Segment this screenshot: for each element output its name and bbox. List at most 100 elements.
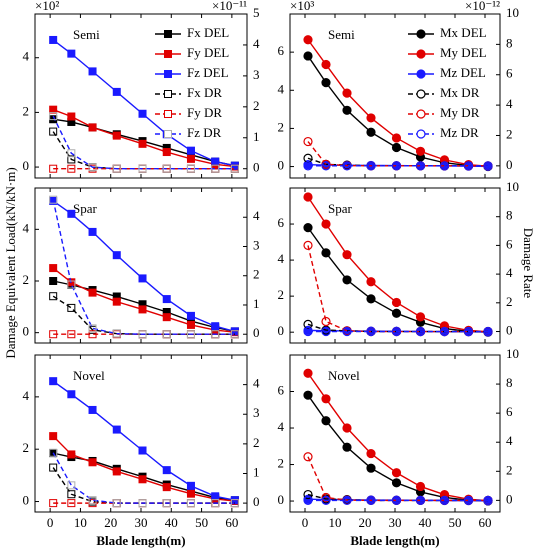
data-point [211, 492, 220, 501]
data-point [138, 164, 147, 173]
data-point [112, 131, 121, 140]
legend-marker [164, 50, 172, 58]
y-tick-label: 6 [278, 43, 285, 58]
data-point [342, 495, 352, 505]
data-point [230, 164, 239, 173]
data-point [138, 446, 147, 455]
data-point [49, 432, 58, 441]
legend-marker [416, 109, 426, 119]
data-point [391, 495, 402, 505]
data-point [49, 377, 58, 386]
panel-title: Spar [73, 201, 98, 216]
data-point [67, 280, 76, 289]
data-point [211, 499, 220, 508]
data-point [366, 113, 376, 123]
data-point [415, 326, 426, 337]
data-point [67, 450, 76, 459]
data-point [342, 275, 352, 285]
data-point [303, 35, 313, 45]
panel-title: Spar [328, 201, 353, 216]
y2-tick-label: 6 [506, 404, 513, 419]
data-point [321, 492, 331, 503]
data-point [211, 330, 220, 339]
data-point [303, 223, 313, 233]
data-point [463, 495, 474, 505]
legend-label: Fx DEL [187, 25, 229, 40]
y2-tick-label: 0 [253, 160, 260, 175]
legend-label: My DEL [440, 45, 487, 60]
x-axis-label: Blade length(m) [96, 533, 185, 548]
data-point [49, 195, 58, 204]
data-point [67, 390, 76, 399]
legend-marker [416, 49, 426, 59]
data-point [162, 295, 171, 304]
legend-label: Fz DR [187, 125, 222, 140]
data-point [67, 155, 76, 164]
y2-tick-label: 4 [253, 376, 260, 391]
data-point [112, 425, 121, 434]
legend-marker [164, 110, 172, 118]
data-point [112, 87, 121, 96]
data-point [342, 326, 352, 337]
legend-label: Fy DR [187, 105, 222, 120]
data-point [321, 416, 331, 426]
y-tick-label: 0 [278, 158, 285, 173]
y2-tick-label: 1 [253, 129, 260, 144]
data-point [439, 495, 450, 505]
data-point [483, 161, 493, 171]
y-tick-label: 0 [23, 158, 30, 173]
x-tick-label: 20 [359, 515, 372, 530]
data-point [186, 311, 195, 320]
legend-marker [416, 89, 426, 99]
data-point [303, 192, 313, 202]
data-point [342, 88, 352, 98]
data-point [391, 161, 402, 171]
data-point [321, 394, 331, 404]
y2-multiplier: ×10⁻¹² [465, 0, 500, 13]
data-point [49, 127, 58, 136]
x-tick-label: 0 [47, 515, 54, 530]
y-tick-label: 2 [278, 456, 285, 471]
data-point [303, 390, 313, 400]
x-axis-label: Blade length(m) [350, 533, 439, 548]
data-point [321, 316, 331, 327]
data-point [415, 495, 426, 505]
data-point [211, 164, 220, 173]
data-point [162, 148, 171, 157]
legend-marker [164, 130, 172, 138]
data-point [67, 490, 76, 499]
x-tick-label: 50 [195, 515, 208, 530]
legend-label: Mx DR [440, 85, 480, 100]
plot-frame [289, 187, 501, 344]
x-tick-label: 10 [329, 515, 342, 530]
data-point [88, 405, 97, 414]
data-point [49, 448, 58, 457]
data-point [49, 264, 58, 273]
panel-title: Semi [73, 27, 100, 42]
data-point [415, 146, 426, 156]
data-point [67, 499, 76, 508]
series-line [307, 245, 488, 333]
data-point [88, 330, 97, 339]
y2-tick-label: 4 [506, 265, 513, 280]
data-point [342, 105, 352, 115]
data-point [88, 123, 97, 132]
y2-tick-label: 8 [506, 208, 513, 223]
data-point [211, 157, 220, 166]
data-point [49, 292, 58, 301]
panel-title: Semi [328, 27, 355, 42]
y-tick-label: 2 [278, 119, 285, 134]
y2-tick-label: 1 [253, 296, 260, 311]
data-point [463, 326, 474, 337]
data-point [67, 481, 76, 490]
y-tick-label: 4 [23, 49, 30, 64]
data-point [88, 496, 97, 505]
data-point [342, 161, 352, 171]
y2-tick-label: 6 [506, 66, 513, 81]
data-point [112, 499, 121, 508]
data-point [186, 164, 195, 173]
legend-marker [164, 90, 172, 98]
data-point [303, 240, 313, 251]
data-point [162, 466, 171, 475]
